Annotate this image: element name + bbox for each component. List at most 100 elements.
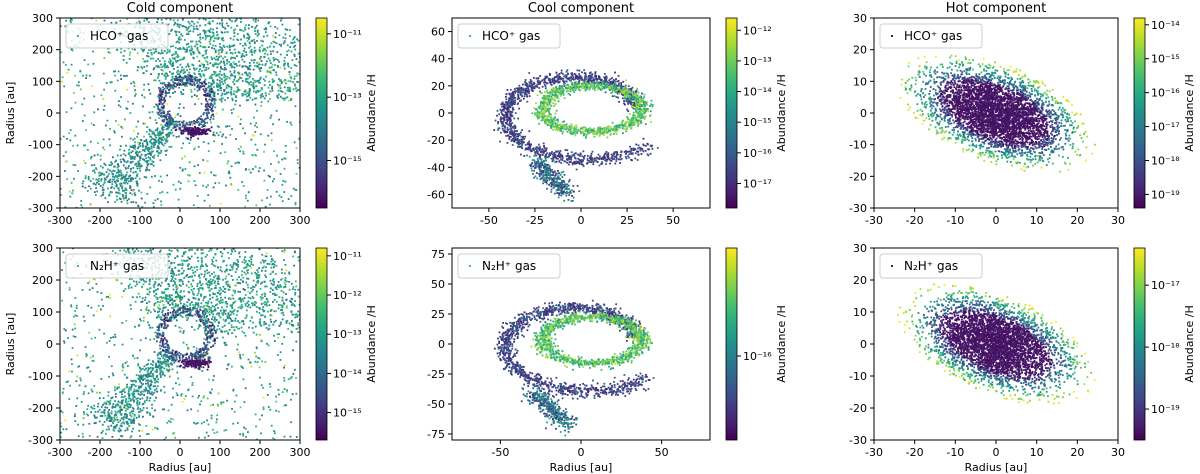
data-point: [288, 99, 290, 102]
data-point: [124, 191, 127, 194]
data-point: [245, 73, 248, 75]
data-point: [211, 36, 214, 38]
data-point: [513, 138, 516, 140]
data-point: [178, 107, 181, 109]
data-point: [274, 169, 277, 172]
data-point: [538, 80, 540, 82]
data-point: [555, 71, 558, 74]
data-point: [535, 77, 538, 80]
data-point: [196, 85, 199, 87]
data-point: [293, 64, 296, 66]
data-point: [636, 108, 639, 111]
data-point: [137, 141, 139, 144]
data-point: [139, 157, 142, 160]
data-point: [575, 128, 577, 131]
data-point: [260, 87, 263, 89]
data-point: [202, 88, 205, 91]
data-point: [247, 74, 249, 77]
data-point: [570, 79, 572, 82]
data-point: [166, 103, 169, 105]
data-point: [212, 32, 215, 35]
data-point: [294, 188, 296, 191]
data-point: [120, 186, 123, 188]
data-point: [629, 150, 632, 153]
data-point: [225, 125, 227, 128]
data-point: [292, 38, 295, 41]
data-point: [115, 172, 118, 174]
data-point: [216, 82, 218, 85]
data-point: [166, 139, 169, 142]
data-point: [524, 91, 527, 94]
data-point: [503, 107, 505, 110]
data-point: [187, 27, 190, 30]
data-point: [64, 170, 66, 172]
data-point: [228, 77, 231, 80]
data-point: [194, 76, 197, 78]
data-point: [536, 94, 539, 97]
y-tick-label: 300: [32, 12, 53, 25]
data-point: [199, 33, 201, 36]
data-point: [584, 75, 587, 77]
data-point: [231, 20, 233, 23]
data-point: [615, 131, 617, 134]
data-point: [144, 60, 147, 63]
data-point: [167, 111, 169, 113]
data-point: [517, 145, 519, 148]
data-point: [536, 152, 539, 155]
data-point: [115, 182, 117, 184]
data-point: [137, 145, 140, 148]
data-point: [278, 43, 281, 46]
data-point: [231, 112, 233, 114]
data-point: [221, 108, 224, 111]
data-point: [199, 133, 202, 135]
data-point: [567, 78, 570, 80]
data-point: [566, 130, 569, 133]
data-point: [589, 74, 592, 77]
data-point: [169, 87, 172, 90]
data-point: [221, 49, 224, 51]
data-point: [221, 51, 223, 54]
data-point: [161, 180, 163, 183]
data-point: [506, 109, 509, 111]
data-point: [512, 134, 514, 137]
data-point: [65, 111, 68, 113]
data-point: [220, 60, 223, 63]
data-point: [576, 83, 578, 86]
data-point: [223, 76, 226, 79]
data-point: [111, 183, 114, 185]
data-point: [255, 122, 258, 124]
data-point: [181, 130, 184, 133]
data-point: [517, 135, 519, 138]
data-point: [517, 117, 519, 120]
data-point: [519, 140, 522, 142]
data-point: [256, 34, 259, 37]
data-point: [84, 162, 87, 165]
data-point: [612, 89, 615, 92]
data-point: [175, 125, 178, 128]
data-point: [258, 81, 260, 84]
data-point: [244, 71, 246, 74]
data-point: [167, 120, 170, 123]
data-point: [232, 61, 235, 64]
data-point: [270, 53, 272, 55]
data-point: [169, 63, 172, 66]
data-point: [254, 143, 257, 146]
data-point: [144, 160, 147, 163]
data-point: [574, 77, 577, 79]
data-point: [190, 136, 192, 139]
data-point: [261, 88, 263, 91]
data-point: [512, 93, 515, 95]
data-point: [542, 142, 545, 145]
data-point: [520, 138, 523, 141]
data-point: [153, 144, 155, 146]
data-point: [590, 156, 593, 159]
data-point: [242, 150, 245, 153]
data-point: [107, 168, 109, 171]
data-point: [233, 66, 236, 69]
data-point: [115, 175, 118, 178]
data-point: [193, 122, 196, 125]
data-point: [161, 128, 164, 131]
data-point: [203, 171, 206, 174]
data-point: [253, 79, 256, 82]
data-point: [138, 164, 140, 167]
